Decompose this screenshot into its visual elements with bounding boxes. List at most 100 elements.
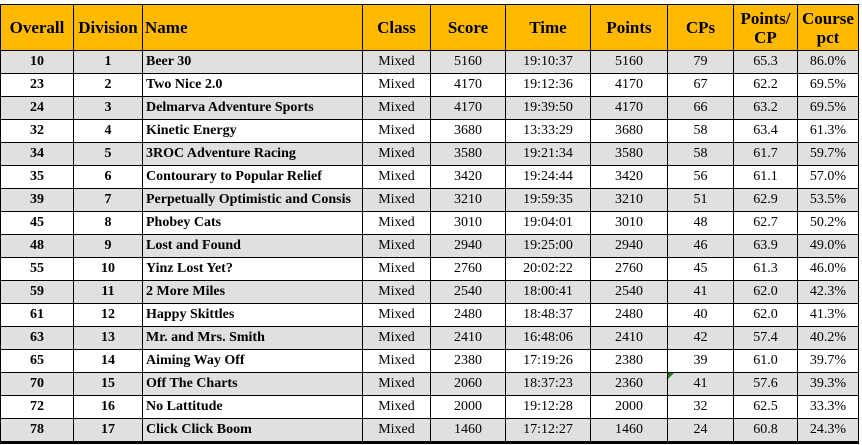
cell-points-per-cp[interactable]: 62.0 [733, 280, 798, 304]
cell-course-pct[interactable]: 59.7% [797, 142, 859, 166]
cell-cps[interactable]: 45 [667, 257, 734, 281]
cell-class[interactable]: Mixed [362, 73, 431, 97]
cell-cps[interactable]: 40 [667, 303, 734, 327]
cell-points-per-cp[interactable]: 61.1 [733, 165, 798, 189]
cell-class[interactable]: Mixed [362, 326, 431, 350]
cell-time[interactable]: 19:39:50 [505, 96, 591, 120]
cell-cps[interactable]: 48 [667, 211, 734, 235]
cell-name[interactable]: 2 More Miles [142, 280, 363, 304]
cell-course-pct[interactable]: 49.0% [797, 234, 859, 258]
cell-name[interactable]: Click Click Boom [142, 418, 363, 444]
cell-time[interactable]: 16:48:06 [505, 326, 591, 350]
cell-overall[interactable]: 48 [0, 234, 74, 258]
cell-score[interactable]: 2480 [430, 303, 506, 327]
cell-overall[interactable]: 24 [0, 96, 74, 120]
cell-name[interactable]: Lost and Found [142, 234, 363, 258]
cell-course-pct[interactable]: 86.0% [797, 50, 859, 74]
cell-overall[interactable]: 10 [0, 50, 74, 74]
cell-division[interactable]: 14 [73, 349, 143, 373]
cell-class[interactable]: Mixed [362, 280, 431, 304]
cell-course-pct[interactable]: 50.2% [797, 211, 859, 235]
cell-class[interactable]: Mixed [362, 188, 431, 212]
header-score[interactable]: Score [430, 4, 506, 51]
cell-time[interactable]: 20:02:22 [505, 257, 591, 281]
cell-points[interactable]: 3010 [590, 211, 668, 235]
cell-score[interactable]: 3420 [430, 165, 506, 189]
header-class[interactable]: Class [362, 4, 431, 51]
cell-class[interactable]: Mixed [362, 303, 431, 327]
cell-points-per-cp[interactable]: 62.0 [733, 303, 798, 327]
header-division[interactable]: Division [73, 4, 143, 51]
cell-cps[interactable]: 66 [667, 96, 734, 120]
cell-points[interactable]: 2480 [590, 303, 668, 327]
cell-name[interactable]: Happy Skittles [142, 303, 363, 327]
cell-points[interactable]: 4170 [590, 73, 668, 97]
cell-division[interactable]: 3 [73, 96, 143, 120]
cell-class[interactable]: Mixed [362, 165, 431, 189]
cell-name[interactable]: Delmarva Adventure Sports [142, 96, 363, 120]
cell-score[interactable]: 2060 [430, 372, 506, 396]
cell-score[interactable]: 2380 [430, 349, 506, 373]
cell-score[interactable]: 4170 [430, 96, 506, 120]
cell-score[interactable]: 2540 [430, 280, 506, 304]
cell-points-per-cp[interactable]: 65.3 [733, 50, 798, 74]
cell-points[interactable]: 2410 [590, 326, 668, 350]
cell-points[interactable]: 3680 [590, 119, 668, 143]
cell-points-per-cp[interactable]: 63.9 [733, 234, 798, 258]
cell-overall[interactable]: 59 [0, 280, 74, 304]
cell-course-pct[interactable]: 41.3% [797, 303, 859, 327]
cell-points[interactable]: 4170 [590, 96, 668, 120]
cell-time[interactable]: 13:33:29 [505, 119, 591, 143]
cell-points-per-cp[interactable]: 62.5 [733, 395, 798, 419]
cell-course-pct[interactable]: 40.2% [797, 326, 859, 350]
cell-score[interactable]: 5160 [430, 50, 506, 74]
cell-name[interactable]: Off The Charts [142, 372, 363, 396]
cell-points-per-cp[interactable]: 62.2 [733, 73, 798, 97]
cell-points-per-cp[interactable]: 61.7 [733, 142, 798, 166]
cell-score[interactable]: 1460 [430, 418, 506, 444]
comment-indicator-icon[interactable] [668, 373, 674, 379]
cell-name[interactable]: 3ROC Adventure Racing [142, 142, 363, 166]
cell-cps[interactable]: 67 [667, 73, 734, 97]
cell-cps[interactable]: 24 [667, 418, 734, 444]
cell-time[interactable]: 18:48:37 [505, 303, 591, 327]
cell-cps[interactable]: 32 [667, 395, 734, 419]
cell-time[interactable]: 17:19:26 [505, 349, 591, 373]
cell-points[interactable]: 2000 [590, 395, 668, 419]
cell-points[interactable]: 2380 [590, 349, 668, 373]
cell-division[interactable]: 12 [73, 303, 143, 327]
header-time[interactable]: Time [505, 4, 591, 51]
cell-points[interactable]: 1460 [590, 418, 668, 444]
cell-overall[interactable]: 35 [0, 165, 74, 189]
cell-cps[interactable]: 41 [667, 372, 734, 396]
cell-points-per-cp[interactable]: 60.8 [733, 418, 798, 444]
cell-time[interactable]: 19:10:37 [505, 50, 591, 74]
cell-time[interactable]: 19:04:01 [505, 211, 591, 235]
cell-cps[interactable]: 46 [667, 234, 734, 258]
cell-division[interactable]: 9 [73, 234, 143, 258]
cell-division[interactable]: 6 [73, 165, 143, 189]
cell-division[interactable]: 4 [73, 119, 143, 143]
cell-points[interactable]: 3420 [590, 165, 668, 189]
cell-class[interactable]: Mixed [362, 142, 431, 166]
cell-class[interactable]: Mixed [362, 349, 431, 373]
cell-course-pct[interactable]: 57.0% [797, 165, 859, 189]
cell-cps[interactable]: 51 [667, 188, 734, 212]
cell-course-pct[interactable]: 39.3% [797, 372, 859, 396]
cell-score[interactable]: 3210 [430, 188, 506, 212]
cell-name[interactable]: Two Nice 2.0 [142, 73, 363, 97]
cell-division[interactable]: 10 [73, 257, 143, 281]
header-cps[interactable]: CPs [667, 4, 734, 51]
cell-score[interactable]: 4170 [430, 73, 506, 97]
cell-division[interactable]: 2 [73, 73, 143, 97]
cell-score[interactable]: 2410 [430, 326, 506, 350]
cell-division[interactable]: 15 [73, 372, 143, 396]
cell-time[interactable]: 19:12:36 [505, 73, 591, 97]
cell-division[interactable]: 11 [73, 280, 143, 304]
cell-points-per-cp[interactable]: 61.3 [733, 257, 798, 281]
cell-class[interactable]: Mixed [362, 418, 431, 444]
cell-name[interactable]: No Lattitude [142, 395, 363, 419]
cell-time[interactable]: 19:12:28 [505, 395, 591, 419]
cell-division[interactable]: 1 [73, 50, 143, 74]
cell-points[interactable]: 3210 [590, 188, 668, 212]
